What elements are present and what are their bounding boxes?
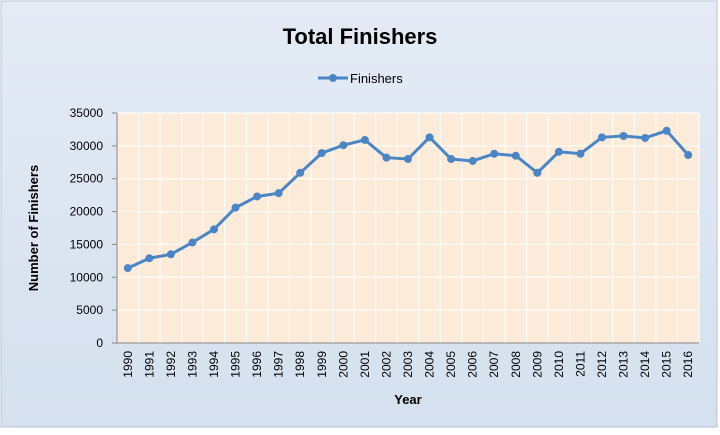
data-point [490,149,499,158]
x-tick-label: 2003 [401,351,415,378]
x-tick-label: 2004 [423,351,437,378]
y-tick-label: 10000 [70,270,104,284]
data-point [123,264,132,273]
x-tick-label: 2015 [660,351,674,378]
data-point [662,126,671,135]
data-point [598,133,606,142]
x-tick-label: 2010 [552,351,566,378]
y-tick-label: 0 [96,336,103,350]
data-point [641,133,650,142]
x-tick-label: 1994 [207,351,221,378]
data-point [231,203,240,212]
data-point [145,254,154,263]
x-tick-label: 2001 [358,351,372,378]
data-point [188,238,197,247]
x-tick-label: 2000 [336,351,350,378]
x-tick-label: 1990 [121,351,135,378]
y-tick-label: 5000 [76,303,103,317]
data-point [210,225,218,234]
data-point [468,156,477,165]
legend: Finishers [318,71,403,86]
x-tick-label: 2014 [638,351,652,378]
data-point [274,189,283,198]
legend-label: Finishers [350,71,403,86]
data-point [382,153,391,162]
x-tick-label: 1993 [185,351,199,378]
plot-area [117,113,699,343]
x-tick-label: 2016 [681,351,695,378]
x-tick-label: 2011 [573,351,587,377]
x-tick-label: 1992 [164,351,178,378]
data-point [360,135,369,144]
x-tick-label: 1996 [250,351,264,378]
x-tick-label: 2007 [487,351,501,378]
x-tick-label: 2012 [595,351,609,378]
data-point [166,250,175,259]
x-tick-label: 1991 [142,351,156,378]
y-tick-label: 35000 [70,106,104,120]
y-tick-label: 15000 [70,237,104,251]
x-tick-label: 2005 [444,351,458,378]
data-point [253,192,262,201]
x-tick-label: 1997 [272,351,286,378]
x-tick-label: 2002 [379,351,393,378]
data-point [533,168,542,177]
data-point [317,149,326,158]
chart-title: Total Finishers [283,24,438,49]
x-tick-label: 1998 [293,351,307,378]
data-point [619,132,628,140]
x-tick-label: 2008 [509,351,523,378]
data-point [447,155,456,163]
data-point [554,147,563,156]
x-tick-label: 1995 [229,351,243,378]
x-tick-label: 2013 [617,351,631,378]
y-tick-label: 30000 [70,139,104,153]
y-axis-label: Number of Finishers [26,165,41,291]
y-tick-label: 25000 [70,172,104,186]
x-tick-label: 2009 [530,351,544,378]
x-tick-label: 2006 [466,351,480,378]
data-point [576,149,585,158]
y-tick-label: 20000 [70,205,104,219]
data-point [425,133,434,142]
legend-marker [329,74,337,82]
data-point [684,151,693,160]
data-point [339,141,348,150]
data-point [404,155,412,163]
data-point [296,168,305,177]
x-tick-label: 1999 [315,351,329,378]
data-point [511,151,520,160]
x-axis-label: Year [394,392,421,407]
